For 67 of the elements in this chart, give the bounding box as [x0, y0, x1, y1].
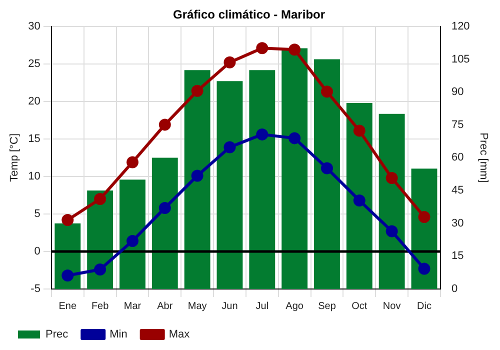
point [320, 162, 333, 174]
y2-axis-title: Prec [mm] [477, 132, 490, 183]
x-tick-label: Sep [318, 300, 336, 312]
point [94, 263, 106, 276]
y-tick-label: 5 [34, 208, 40, 220]
point [288, 44, 301, 56]
x-tick-label: Jul [256, 300, 269, 312]
x-tick-label: May [188, 300, 207, 312]
point [191, 170, 204, 182]
point [256, 128, 268, 140]
y-tick-label: 10 [28, 170, 40, 182]
bar [314, 59, 340, 289]
point [353, 194, 366, 206]
point [386, 172, 398, 184]
bar [216, 81, 243, 289]
y2-tick-label: 0 [451, 283, 458, 296]
legend-label: Prec [46, 328, 69, 341]
point [62, 214, 74, 226]
point [126, 234, 138, 247]
bar [152, 158, 178, 289]
bar [346, 102, 372, 289]
y2-tick-label: 75 [451, 118, 464, 131]
point [224, 141, 236, 154]
bar [120, 180, 146, 289]
point [256, 42, 268, 54]
point [288, 132, 301, 144]
x-tick-label: Abr [157, 300, 174, 312]
bar [282, 48, 308, 289]
y-tick-label: 30 [28, 20, 40, 32]
y-tick-label: 0 [34, 246, 40, 258]
point [126, 156, 138, 168]
point [94, 192, 106, 205]
chart-title: Gráfico climático - Maribor [172, 8, 326, 22]
point [158, 202, 171, 214]
x-tick-label: Oct [352, 300, 368, 312]
point [158, 118, 171, 131]
y-tick-label: -5 [30, 283, 40, 296]
y2-tick-label: 30 [451, 217, 464, 230]
point [320, 86, 333, 98]
bar [184, 70, 210, 289]
point [353, 124, 366, 137]
point [418, 210, 430, 223]
point [418, 262, 430, 275]
bar [249, 70, 276, 289]
y-tick-label: 20 [28, 95, 40, 108]
y2-tick-label: 15 [451, 250, 464, 262]
y-tick-label: 15 [28, 132, 40, 145]
point [386, 225, 398, 238]
y-tick-label: 25 [28, 58, 40, 70]
point [62, 269, 74, 282]
x-tick-label: Mar [124, 300, 142, 312]
y-axis-title: Temp [°C] [8, 133, 21, 182]
point [224, 56, 236, 68]
x-tick-label: Ene [58, 300, 77, 312]
y2-tick-label: 60 [451, 152, 464, 164]
x-tick-label: Nov [382, 300, 401, 312]
x-tick-label: Feb [91, 300, 110, 312]
x-tick-label: Jun [222, 300, 238, 312]
x-tick-label: Dic [417, 300, 432, 312]
point [191, 84, 204, 97]
y2-tick-label: 105 [451, 53, 470, 66]
y2-tick-label: 120 [451, 20, 470, 32]
x-tick-label: Ago [286, 300, 304, 312]
y2-tick-label: 90 [451, 86, 464, 98]
legend-label: Min [110, 328, 128, 341]
y2-tick-label: 45 [451, 184, 464, 197]
legend-label: Max [168, 328, 190, 341]
